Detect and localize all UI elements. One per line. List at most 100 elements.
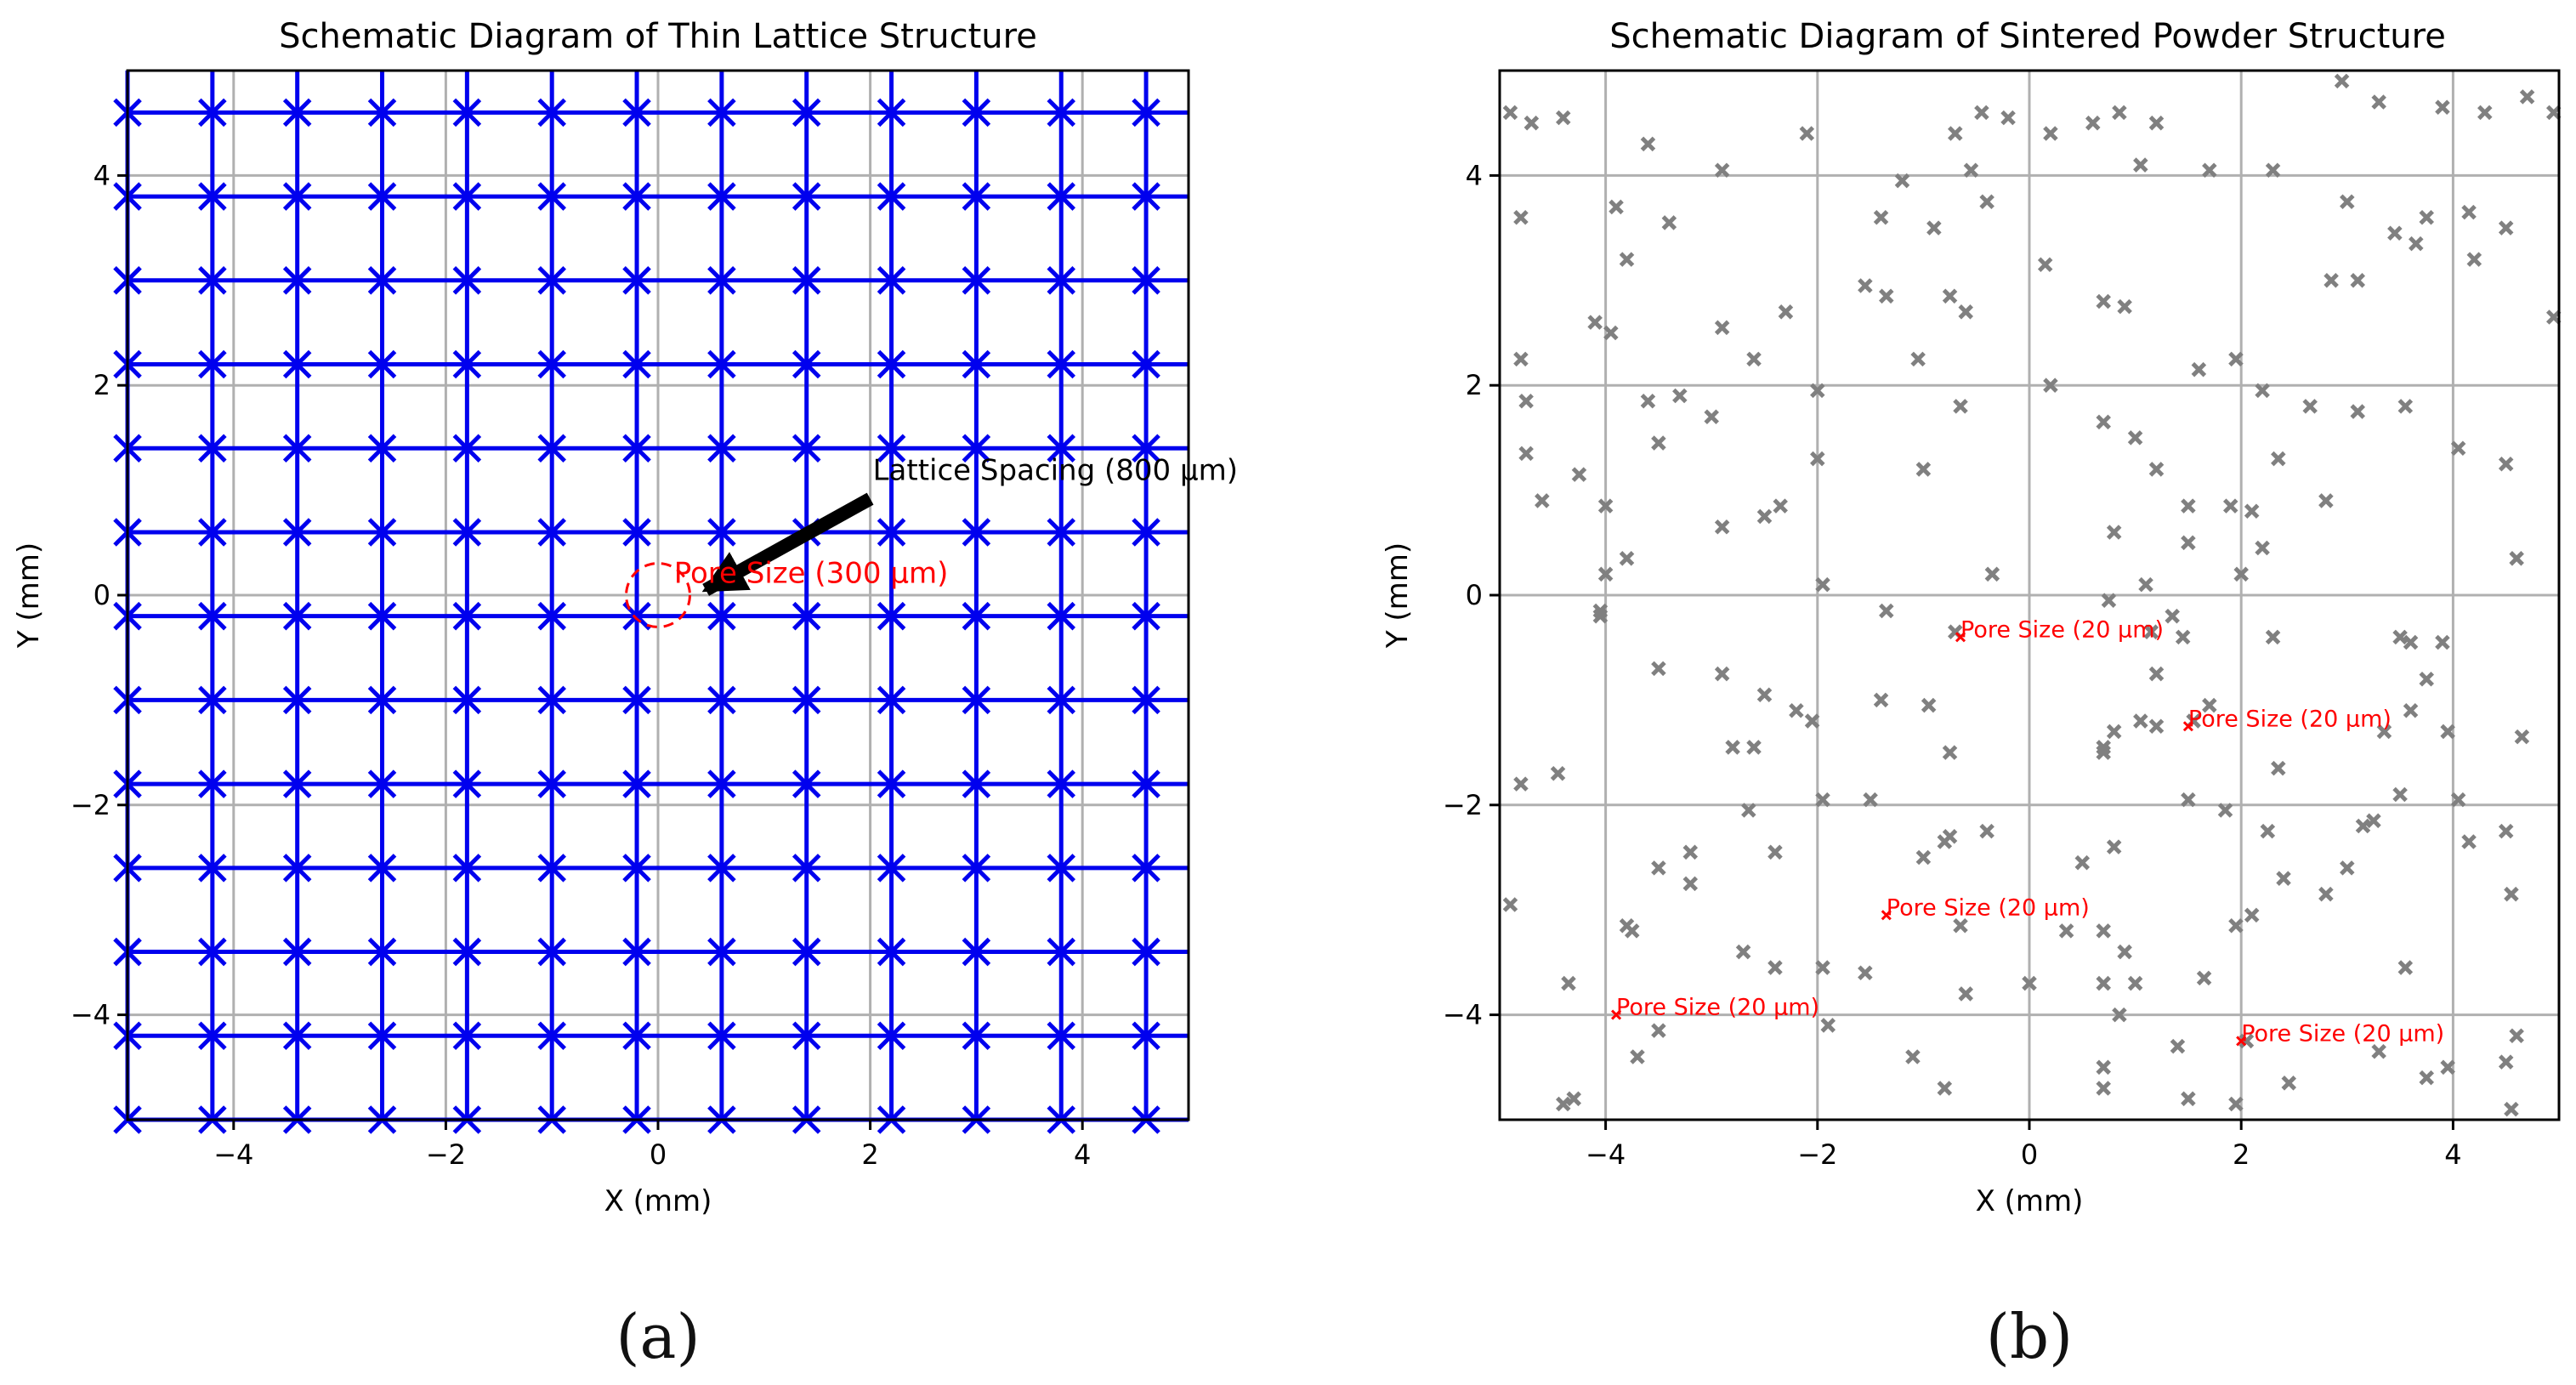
- chart-title: Schematic Diagram of Sintered Powder Str…: [1609, 17, 2446, 56]
- particle-point: [2435, 634, 2450, 650]
- particle-point: [1756, 508, 1773, 525]
- particle-point: [2419, 1070, 2435, 1086]
- particle-point: [2170, 1038, 2186, 1054]
- particle-point: [2271, 760, 2286, 776]
- lattice-node: [198, 182, 227, 211]
- particle-point: [2101, 593, 2117, 608]
- particle-point: [2148, 115, 2165, 131]
- lattice-node: [962, 601, 991, 631]
- particle-point: [1942, 829, 1958, 844]
- particle-point: [1714, 320, 1730, 336]
- lattice-node: [1047, 1021, 1076, 1051]
- particle-point: [2419, 671, 2435, 687]
- lattice-node: [622, 769, 651, 798]
- particle-point: [1820, 1018, 1836, 1033]
- particle-point: [1651, 661, 1666, 677]
- lattice-node: [962, 769, 991, 798]
- annotation-arrow: [701, 492, 874, 596]
- particle-point: [2244, 907, 2260, 923]
- particle-point: [2498, 823, 2514, 839]
- lattice-node: [707, 434, 736, 463]
- lattice-node: [282, 1021, 312, 1051]
- particle-point: [1942, 745, 1958, 760]
- lattice-node: [792, 182, 821, 211]
- pore-point: [2182, 721, 2193, 732]
- lattice-node: [282, 349, 312, 379]
- particle-point: [2466, 252, 2482, 267]
- particle-point: [1804, 713, 1820, 729]
- pore-point: [1881, 910, 1892, 921]
- lattice-node: [792, 434, 821, 463]
- particle-point: [2106, 724, 2122, 740]
- particle-point: [1735, 944, 1751, 960]
- particle-point: [1502, 105, 1518, 121]
- y-tick-label: −2: [1443, 789, 1483, 821]
- particle-point: [2440, 724, 2455, 740]
- particle-point: [2340, 194, 2355, 210]
- particle-point: [2519, 89, 2535, 105]
- lattice-node: [198, 601, 227, 631]
- particle-point: [2461, 204, 2477, 220]
- y-tick-label: 0: [1466, 579, 1483, 611]
- particle-point: [2037, 257, 2053, 273]
- lattice-node: [282, 434, 312, 463]
- particle-point: [1640, 136, 1656, 152]
- lattice-node: [877, 434, 906, 463]
- lattice-node: [707, 182, 736, 211]
- particle-point: [1953, 399, 1968, 414]
- lattice-node: [1047, 266, 1076, 295]
- lattice-node: [537, 601, 566, 631]
- lattice-node: [792, 937, 821, 967]
- particle-point: [1767, 960, 1783, 975]
- particle-point: [1873, 692, 1889, 708]
- particle-point: [2196, 970, 2212, 986]
- particle-point: [2181, 792, 2196, 808]
- particle-point: [1609, 199, 1624, 215]
- particle-point: [1921, 697, 1937, 713]
- x-tick-label: −2: [426, 1138, 466, 1171]
- lattice-node: [622, 266, 651, 295]
- lattice-node: [962, 1021, 991, 1051]
- lattice-node: [452, 769, 482, 798]
- lattice-node: [282, 769, 312, 798]
- lattice-node: [452, 182, 482, 211]
- particle-point: [1958, 986, 1974, 1002]
- lattice-node: [622, 518, 651, 547]
- particle-point: [2504, 886, 2519, 902]
- particle-point: [2355, 818, 2371, 834]
- particle-point: [2043, 377, 2058, 393]
- particle-point: [2387, 225, 2403, 241]
- lattice-node: [1047, 182, 1076, 211]
- particle-point: [1815, 576, 1830, 593]
- lattice-node: [877, 98, 906, 128]
- lattice-node: [1047, 854, 1076, 883]
- particle-point: [2074, 854, 2091, 871]
- annotations: Pore Size (20 μm) Pore Size (20 μm) Pore…: [1616, 616, 2444, 1047]
- lattice-node: [707, 98, 736, 128]
- y-tick-label: −2: [71, 789, 111, 821]
- y-tick-label: 4: [94, 159, 111, 191]
- particle-point: [1979, 194, 1994, 210]
- lattice-node: [367, 349, 397, 379]
- lattice-node: [877, 518, 906, 547]
- particle-point: [1915, 462, 1932, 477]
- y-tick-label: −4: [71, 999, 111, 1031]
- particle-point: [1704, 409, 1719, 424]
- x-tick-label: −4: [213, 1138, 253, 1171]
- particle-point: [2366, 813, 2381, 829]
- particle-point: [1597, 566, 1614, 582]
- particle-point: [2276, 871, 2291, 886]
- lattice-node: [622, 434, 651, 463]
- lattice-node: [1132, 1021, 1160, 1051]
- lattice-node: [962, 98, 991, 128]
- lattice-node: [1047, 518, 1076, 547]
- lattice-node: [1047, 98, 1076, 128]
- particle-point: [1858, 278, 1873, 293]
- pore-point: [2236, 1036, 2247, 1047]
- particle-point: [1561, 975, 1576, 991]
- lattice-node: [622, 685, 651, 715]
- particle-point: [1518, 393, 1534, 409]
- particle-point: [1858, 965, 1873, 981]
- particle-point: [2318, 493, 2334, 508]
- lattice-node: [877, 769, 906, 798]
